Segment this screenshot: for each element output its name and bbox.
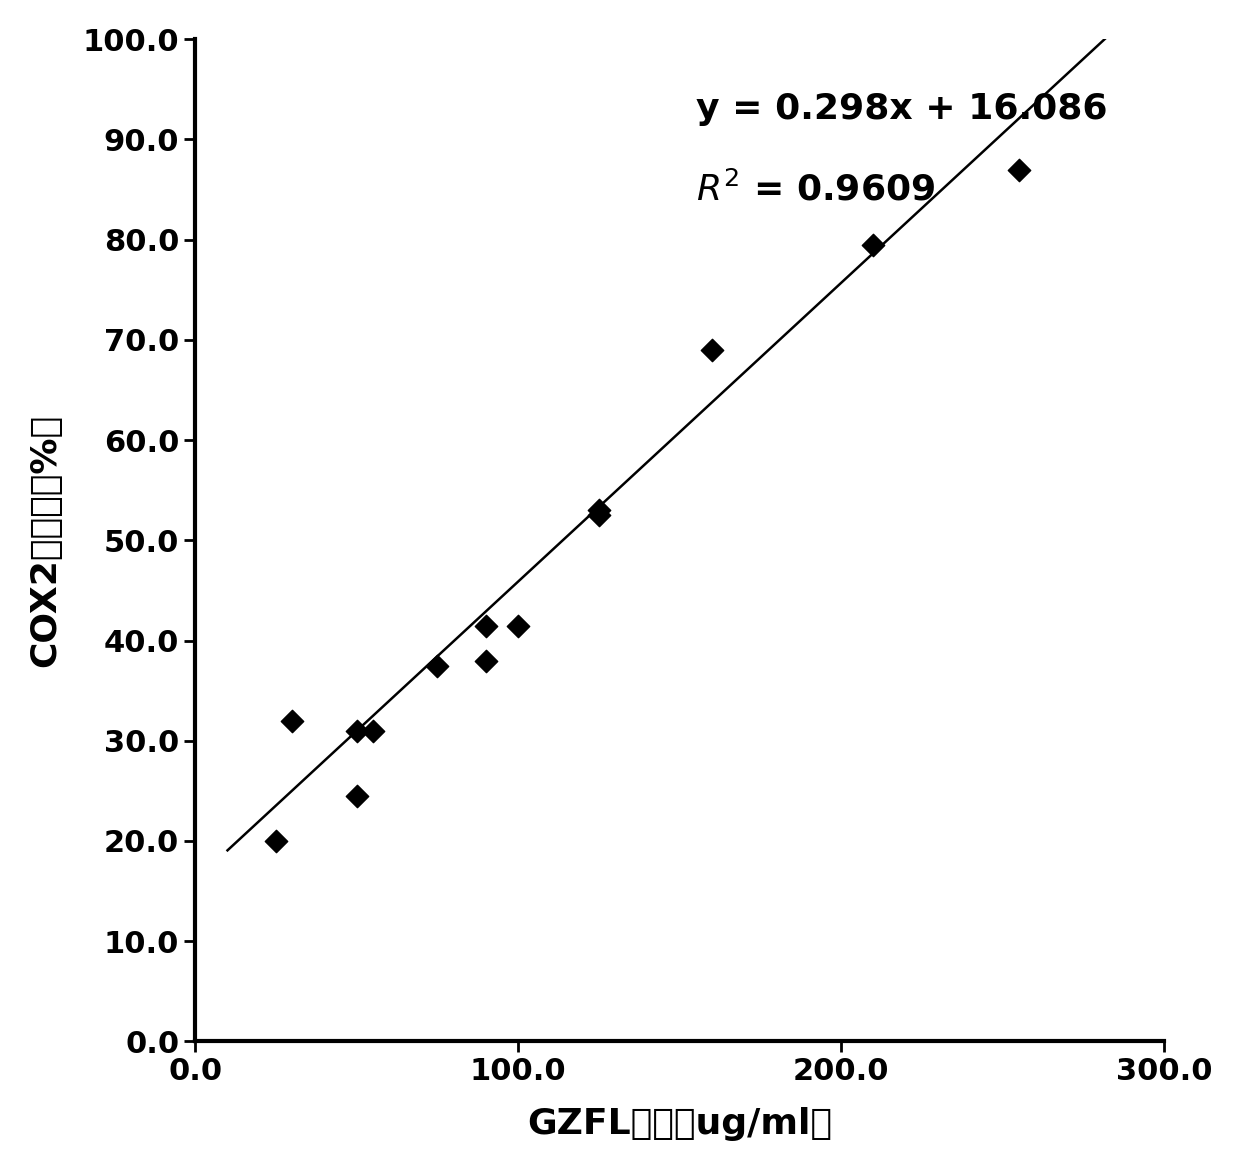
- Text: y = 0.298x + 16.086: y = 0.298x + 16.086: [696, 92, 1107, 126]
- Point: [283, 712, 303, 731]
- Point: [347, 721, 367, 740]
- Point: [476, 616, 496, 635]
- Point: [589, 506, 609, 525]
- Point: [1008, 160, 1028, 179]
- Point: [363, 721, 383, 740]
- Point: [508, 616, 528, 635]
- Point: [347, 787, 367, 805]
- Point: [863, 235, 883, 254]
- Text: $R^2$ = 0.9609: $R^2$ = 0.9609: [696, 172, 935, 208]
- Point: [702, 340, 722, 359]
- Point: [589, 502, 609, 520]
- Point: [476, 651, 496, 670]
- Point: [267, 831, 286, 850]
- Y-axis label: COX2抑制率（%）: COX2抑制率（%）: [27, 414, 62, 666]
- X-axis label: GZFL浓度（ug/ml）: GZFL浓度（ug/ml）: [527, 1107, 832, 1141]
- Point: [428, 656, 448, 675]
